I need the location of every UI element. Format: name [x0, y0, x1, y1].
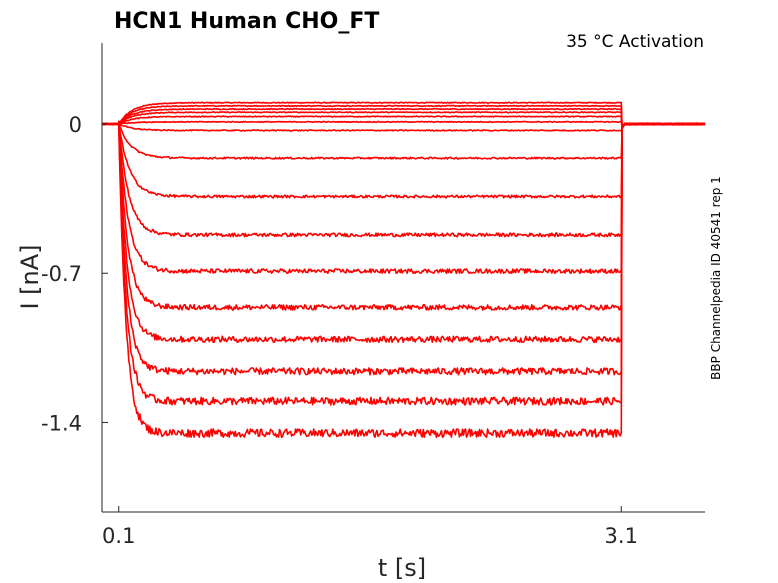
current-trace-7	[102, 122, 706, 132]
current-trace-8	[102, 122, 705, 160]
y-tick-label: -0.7	[41, 262, 82, 286]
current-trace-3	[101, 107, 706, 130]
x-axis-label: t [s]	[378, 554, 426, 582]
current-trace-4	[101, 111, 706, 130]
current-trace-2	[101, 104, 706, 130]
current-trace-14	[101, 120, 706, 376]
y-tick-label: 0	[69, 113, 82, 137]
current-trace-5	[101, 115, 706, 130]
current-trace-11	[102, 122, 706, 275]
current-trace-13	[101, 121, 705, 344]
chart-title: HCN1 Human CHO_FT	[114, 9, 379, 34]
y-tick-label: -1.4	[41, 411, 82, 435]
y-ticks: 0 -0.7 -1.4	[41, 113, 108, 435]
current-trace-10	[101, 122, 706, 238]
traces	[101, 101, 706, 439]
current-trace-15	[101, 122, 706, 406]
x-tick-label: 0.1	[102, 524, 135, 548]
y-axis-label: I [nA]	[16, 244, 44, 309]
condition-label: 35 °C Activation	[566, 32, 704, 52]
current-trace-12	[101, 122, 706, 311]
current-trace-6	[101, 120, 706, 130]
current-trace-16	[101, 122, 706, 439]
x-ticks: 0.1 3.1	[102, 506, 638, 548]
x-tick-label: 3.1	[605, 524, 638, 548]
current-trace-9	[101, 122, 706, 199]
source-label: BBP Channelpedia ID 40541 rep 1	[709, 176, 723, 380]
current-trace-1	[101, 101, 706, 130]
